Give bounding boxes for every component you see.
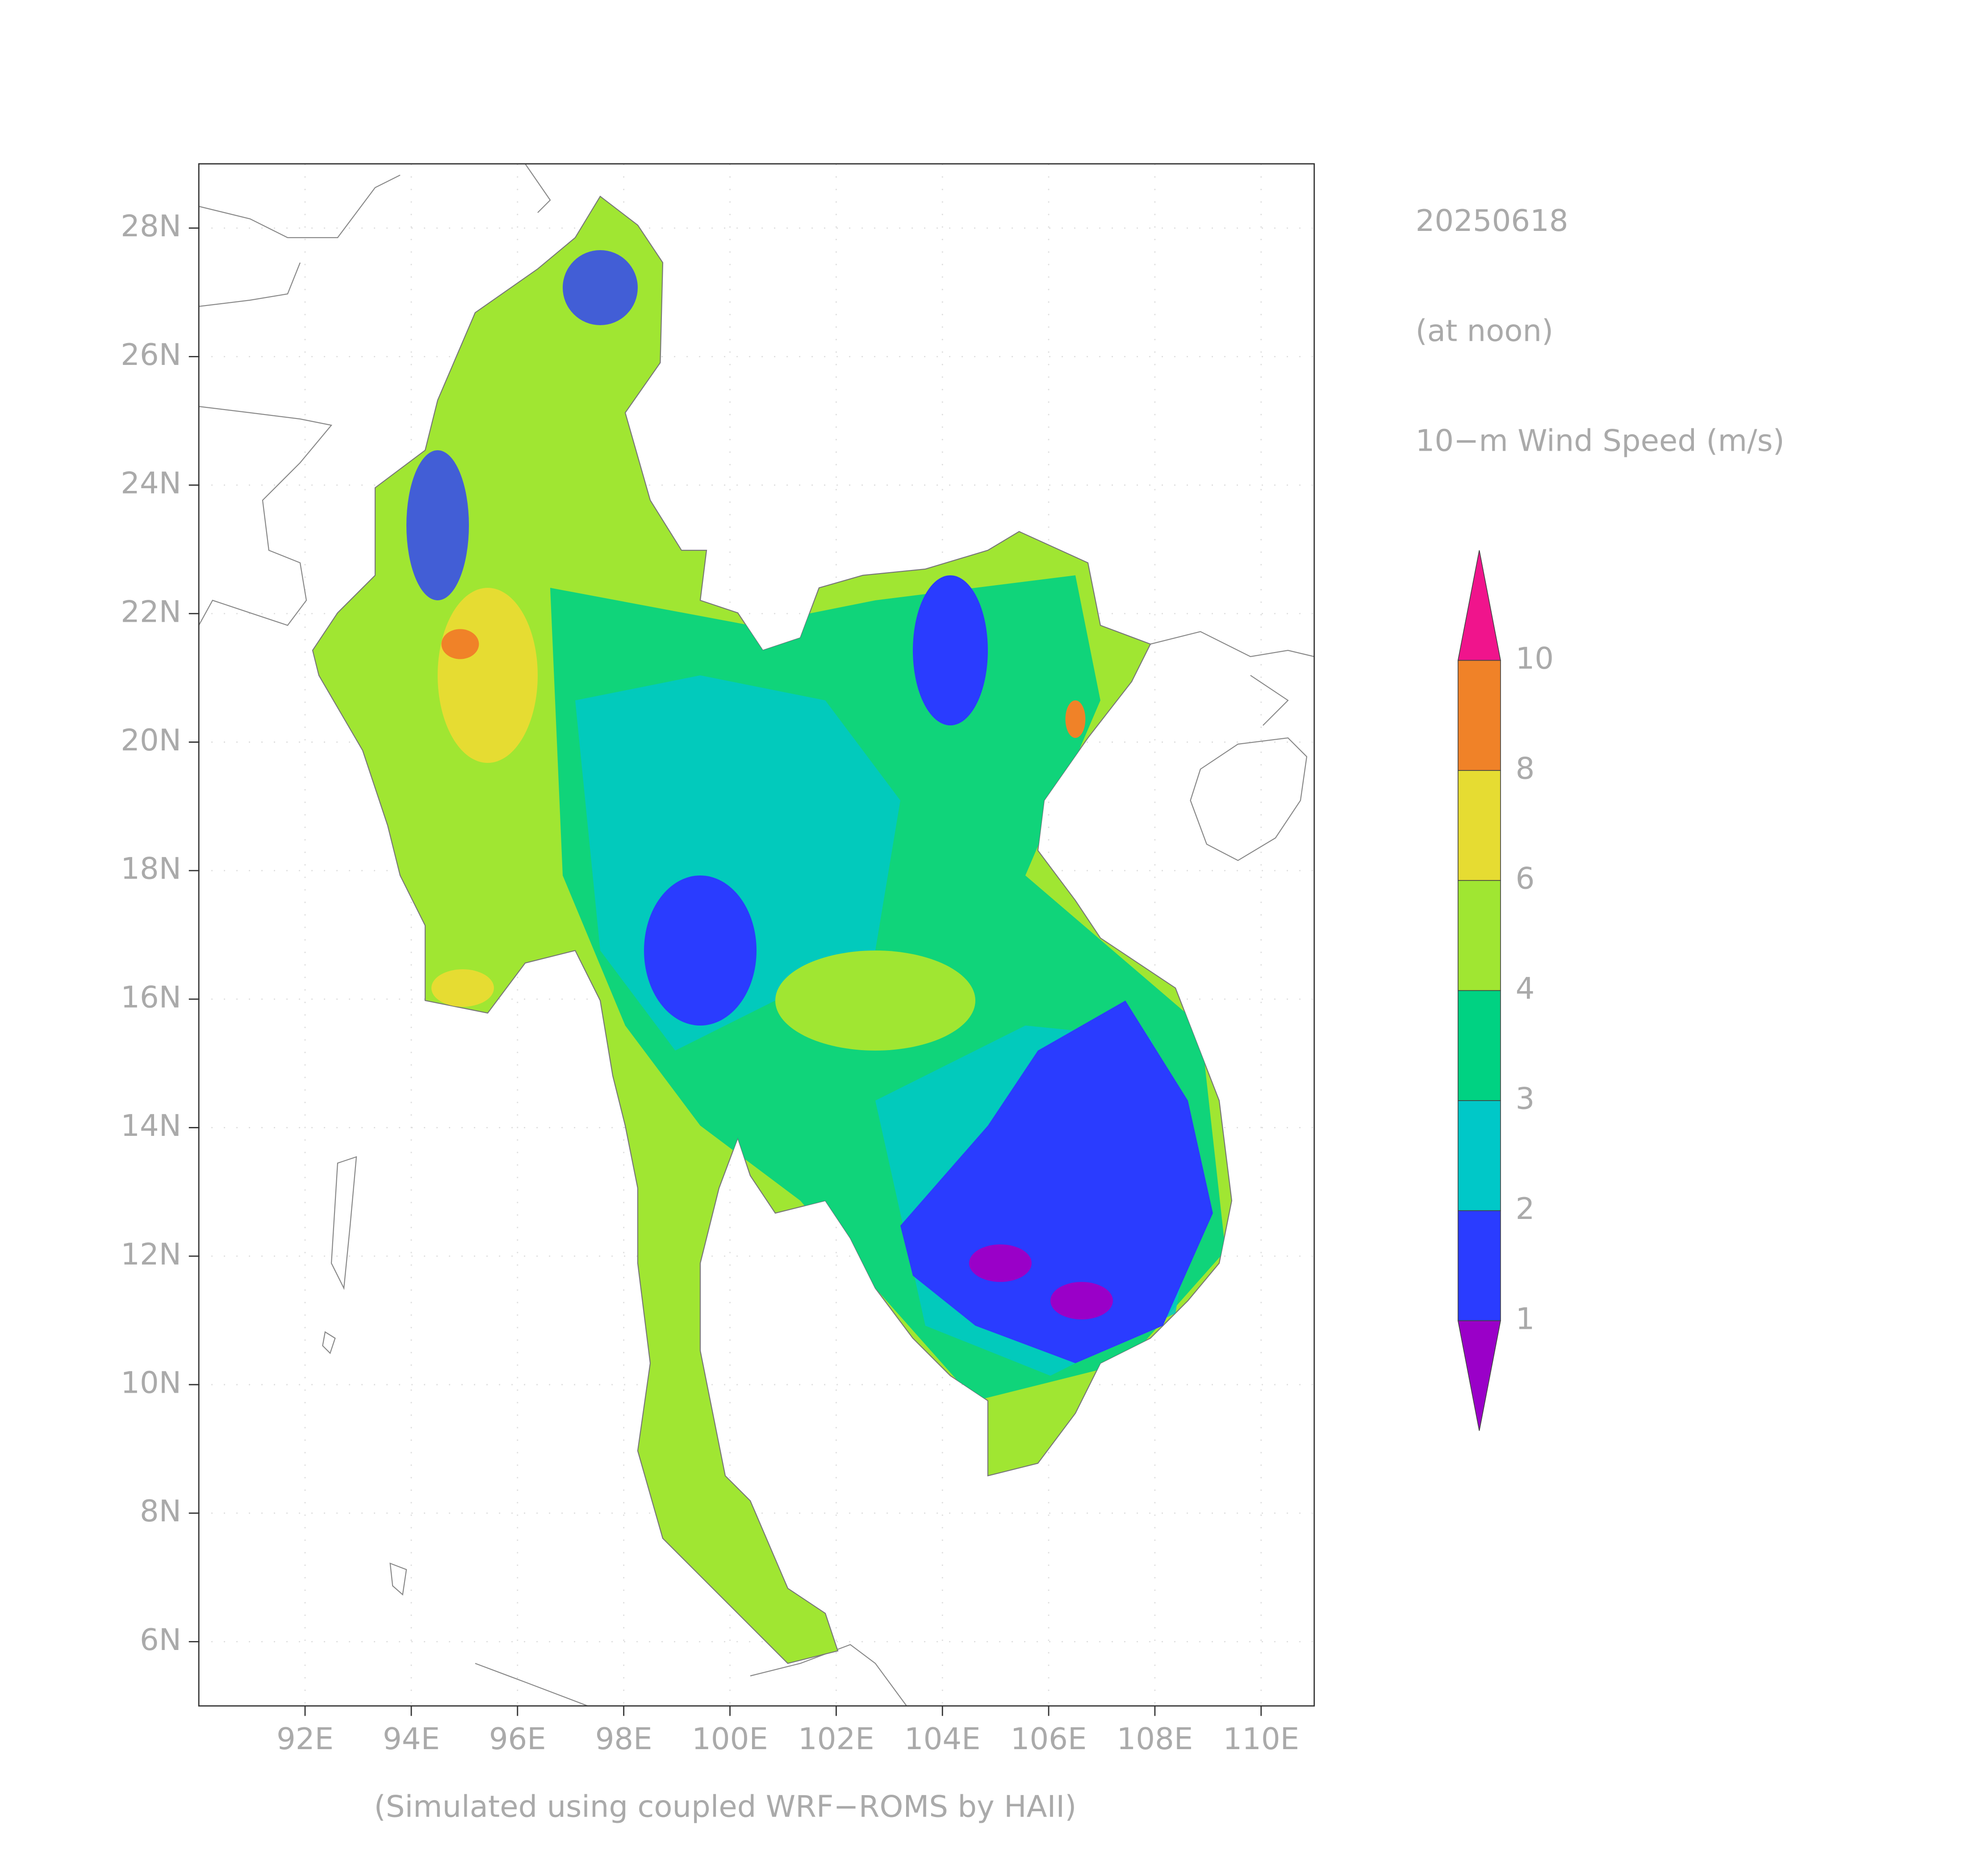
colorbar-label: 4 [1516, 971, 1535, 1006]
y-tick-label: 6N [140, 1622, 181, 1657]
x-tick-label: 96E [489, 1721, 546, 1756]
colorbar-label: 1 [1516, 1301, 1535, 1336]
y-tick-label: 24N [121, 466, 181, 501]
y-tick-label: 26N [121, 337, 181, 372]
andaman-islands [322, 1156, 407, 1596]
x-tick-label: 94E [383, 1721, 440, 1756]
coastline-east [525, 163, 1314, 726]
colorbar: 1 2 3 4 6 8 10 [1457, 550, 1554, 1431]
credit: (Simulated using coupled WRF−ROMS by HAI… [374, 1789, 1077, 1824]
y-tick-label: 22N [121, 594, 181, 629]
patch-1-2c [912, 575, 988, 726]
y-tick-label: 8N [140, 1494, 181, 1528]
field-patches [406, 250, 1225, 1401]
colorbar-label: 10 [1516, 641, 1554, 676]
patch-4-6 [775, 951, 975, 1051]
subtitle: (at noon) [1416, 313, 1554, 348]
y-tick-label: 12N [121, 1237, 181, 1272]
axis-ticks: 92E 94E 96E 98E 100E 102E 104E 106E 108E 110E 6N 8N… [121, 209, 1299, 1756]
patch-below-1 [969, 1244, 1032, 1282]
colorbar-triangle-high [1457, 550, 1501, 661]
colorbar-band [1457, 880, 1501, 991]
patch-below-1b [1050, 1281, 1113, 1319]
colorbar-band [1457, 1210, 1501, 1321]
colorbar-label: 3 [1516, 1081, 1535, 1116]
x-tick-label: 98E [595, 1721, 652, 1756]
patch-1-2b [644, 875, 757, 1026]
colorbar-band [1457, 990, 1501, 1101]
x-tick-label: 106E [1011, 1721, 1087, 1756]
y-tick-label: 14N [121, 1108, 181, 1143]
map-area [199, 163, 1314, 1706]
y-tick-label: 18N [121, 851, 181, 886]
colorbar-label: 2 [1516, 1191, 1535, 1226]
colorbar-band [1457, 660, 1501, 771]
map-frame [198, 163, 1315, 1707]
coastline-west [199, 174, 401, 626]
y-tick-label: 16N [121, 980, 181, 1014]
colorbar-band [1457, 1100, 1501, 1211]
x-tick-label: 100E [692, 1721, 768, 1756]
patch-6-8b [431, 969, 494, 1007]
date: 20250618 [1416, 203, 1568, 238]
x-tick-label: 102E [798, 1721, 874, 1756]
patch-1-2d [406, 450, 469, 601]
x-tick-label: 92E [276, 1721, 334, 1756]
y-tick-label: 28N [121, 209, 181, 243]
x-tick-label: 108E [1117, 1721, 1193, 1756]
colorbar-label: 8 [1516, 751, 1535, 786]
x-tick-label: 104E [904, 1721, 981, 1756]
colorbar-band [1457, 770, 1501, 881]
patch-8-10 [441, 629, 479, 659]
coastline-south [475, 1644, 907, 1706]
patch-1-2e [562, 250, 638, 326]
y-tick-label: 20N [121, 723, 181, 758]
colorbar-label: 6 [1516, 861, 1535, 896]
patch-8-10b [1065, 700, 1086, 738]
patch-6-8 [437, 588, 538, 763]
y-tick-label: 10N [121, 1365, 181, 1400]
x-tick-label: 110E [1223, 1721, 1300, 1756]
hainan [1190, 737, 1308, 861]
variable-title: 10−m Wind Speed (m/s) [1416, 423, 1785, 458]
